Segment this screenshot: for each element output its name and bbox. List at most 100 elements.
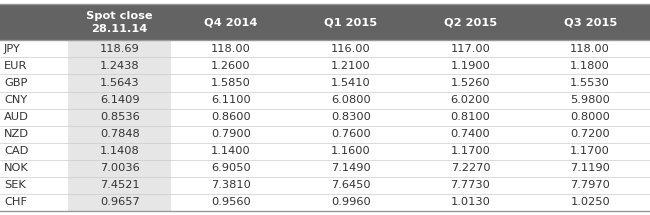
Text: 0.8536: 0.8536 <box>100 112 140 122</box>
Bar <box>171 57 291 74</box>
Bar <box>411 143 530 160</box>
Text: Spot close
28.11.14: Spot close 28.11.14 <box>86 11 153 34</box>
Bar <box>68 177 171 194</box>
Text: 7.0036: 7.0036 <box>100 163 140 173</box>
Text: 0.8600: 0.8600 <box>211 112 251 122</box>
Bar <box>411 126 530 143</box>
Text: 1.2600: 1.2600 <box>211 61 251 71</box>
Bar <box>291 194 411 211</box>
Bar <box>171 126 291 143</box>
Text: 1.1700: 1.1700 <box>450 146 490 156</box>
Bar <box>68 57 171 74</box>
Text: 7.4521: 7.4521 <box>100 180 140 190</box>
Text: 1.0250: 1.0250 <box>570 197 610 207</box>
Bar <box>171 194 291 211</box>
Text: 117.00: 117.00 <box>450 44 490 54</box>
Text: Q2 2015: Q2 2015 <box>444 17 497 27</box>
Text: EUR: EUR <box>4 61 27 71</box>
Text: 7.1190: 7.1190 <box>570 163 610 173</box>
Text: 6.1409: 6.1409 <box>100 95 140 105</box>
Bar <box>291 177 411 194</box>
Text: 1.1408: 1.1408 <box>100 146 140 156</box>
Text: 5.9800: 5.9800 <box>570 95 610 105</box>
Bar <box>411 57 530 74</box>
Bar <box>68 194 171 211</box>
Text: 7.7970: 7.7970 <box>570 180 610 190</box>
Text: 0.9657: 0.9657 <box>100 197 140 207</box>
Bar <box>530 143 650 160</box>
Text: CHF: CHF <box>4 197 27 207</box>
Bar <box>0 74 68 92</box>
Text: 0.7200: 0.7200 <box>570 129 610 139</box>
Bar <box>411 92 530 109</box>
Text: 1.1400: 1.1400 <box>211 146 251 156</box>
Text: 1.5850: 1.5850 <box>211 78 251 88</box>
Text: 1.5643: 1.5643 <box>100 78 140 88</box>
Text: 1.5530: 1.5530 <box>570 78 610 88</box>
Text: SEK: SEK <box>4 180 25 190</box>
Bar <box>530 160 650 177</box>
Bar <box>411 40 530 57</box>
Bar <box>291 126 411 143</box>
Bar <box>68 143 171 160</box>
Bar <box>0 194 68 211</box>
Text: 1.1700: 1.1700 <box>570 146 610 156</box>
Text: 7.1490: 7.1490 <box>331 163 370 173</box>
Bar <box>0 177 68 194</box>
Bar <box>291 109 411 126</box>
Bar <box>68 74 171 92</box>
Bar <box>291 40 411 57</box>
Text: CAD: CAD <box>4 146 29 156</box>
Text: Q1 2015: Q1 2015 <box>324 17 377 27</box>
Text: NOK: NOK <box>4 163 29 173</box>
Bar <box>530 194 650 211</box>
Text: 118.00: 118.00 <box>211 44 251 54</box>
Text: 0.7600: 0.7600 <box>331 129 370 139</box>
Text: 1.0130: 1.0130 <box>450 197 490 207</box>
Text: AUD: AUD <box>4 112 29 122</box>
Text: 6.0200: 6.0200 <box>450 95 490 105</box>
Bar <box>291 160 411 177</box>
Text: 6.1100: 6.1100 <box>211 95 251 105</box>
Text: Q3 2015: Q3 2015 <box>564 17 617 27</box>
Bar <box>171 160 291 177</box>
Bar <box>0 40 68 57</box>
Bar <box>0 92 68 109</box>
Text: 7.6450: 7.6450 <box>331 180 370 190</box>
Text: 7.2270: 7.2270 <box>450 163 490 173</box>
Text: 1.1600: 1.1600 <box>331 146 370 156</box>
Bar <box>171 177 291 194</box>
Text: CNY: CNY <box>4 95 27 105</box>
Bar <box>291 74 411 92</box>
Bar <box>68 126 171 143</box>
Text: 0.8000: 0.8000 <box>570 112 610 122</box>
Text: 0.8100: 0.8100 <box>450 112 490 122</box>
Bar <box>0 126 68 143</box>
Text: 0.9960: 0.9960 <box>331 197 370 207</box>
Bar <box>530 57 650 74</box>
Text: 118.00: 118.00 <box>570 44 610 54</box>
Text: 1.5260: 1.5260 <box>450 78 490 88</box>
Text: 0.7400: 0.7400 <box>450 129 490 139</box>
Bar <box>291 92 411 109</box>
Text: JPY: JPY <box>4 44 21 54</box>
Text: 0.8300: 0.8300 <box>331 112 370 122</box>
Bar <box>530 74 650 92</box>
Text: 0.7848: 0.7848 <box>100 129 140 139</box>
Text: NZD: NZD <box>4 129 29 139</box>
Bar <box>0 4 650 40</box>
Text: 118.69: 118.69 <box>100 44 140 54</box>
Text: 6.9050: 6.9050 <box>211 163 251 173</box>
Bar <box>530 177 650 194</box>
Bar <box>0 57 68 74</box>
Bar <box>0 109 68 126</box>
Bar <box>68 109 171 126</box>
Bar <box>68 160 171 177</box>
Bar <box>411 74 530 92</box>
Bar <box>530 40 650 57</box>
Bar <box>171 40 291 57</box>
Text: 0.7900: 0.7900 <box>211 129 251 139</box>
Bar <box>68 40 171 57</box>
Text: 7.3810: 7.3810 <box>211 180 251 190</box>
Bar <box>0 160 68 177</box>
